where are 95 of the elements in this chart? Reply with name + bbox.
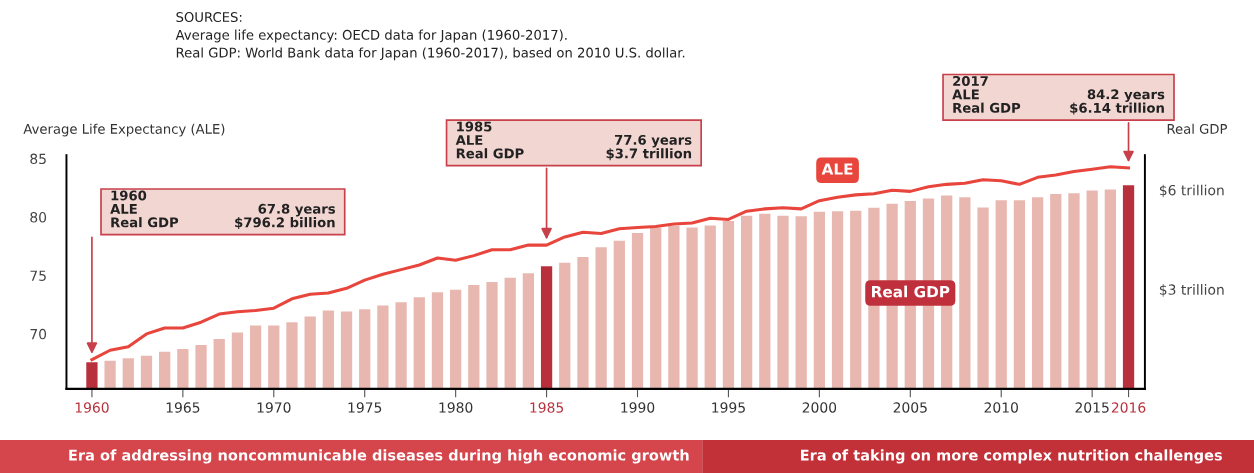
annotation: 67.8 years (258, 203, 335, 217)
bar (831, 211, 844, 389)
bar (377, 305, 389, 389)
text: $6.14 trillion (1070, 102, 1164, 115)
source-note: SOURCES: Average life expectancy: OECD data for Japan (1960-2017). Real GDP: World Bank data for Japan (1960-2017), based on 2010 U.S. dollar. (175, 12, 685, 61)
bar (122, 358, 134, 389)
bar (613, 240, 625, 389)
bar (559, 262, 571, 389)
text: 2017 (953, 75, 988, 86)
bar (522, 273, 535, 389)
bar (959, 197, 971, 389)
x-tick-label: 1960 (75, 402, 109, 413)
bar (395, 302, 407, 389)
x-tick-label: 2005 (893, 402, 927, 413)
bar (850, 210, 862, 389)
bar (486, 282, 498, 389)
x-tick-label: 1980 (439, 402, 473, 413)
x-tick-label: 1990 (621, 402, 655, 413)
bar (759, 213, 771, 389)
bar (722, 221, 735, 389)
bar (1050, 193, 1062, 389)
bar (1031, 197, 1044, 389)
bar (359, 309, 371, 389)
bar (468, 285, 480, 389)
y2-tick-label: $6 trillion (1159, 184, 1224, 198)
bar (340, 311, 353, 389)
x-tick-label: 1965 (166, 402, 200, 413)
bar (322, 310, 334, 389)
y2-axis-title: Real GDP (1167, 123, 1227, 134)
y-tick-label: 85 (30, 153, 46, 165)
bar (1068, 193, 1080, 389)
bar (450, 289, 462, 389)
annotation: $3.7 trillion (606, 148, 692, 161)
bar (140, 355, 153, 389)
bar (631, 233, 644, 389)
x-tick-label: 2016 (1111, 402, 1146, 413)
text: 84.2 years (1087, 89, 1165, 102)
y-tick-label: 75 (30, 270, 46, 281)
annotation: ALE (110, 204, 137, 214)
annotation: Real GDP (111, 217, 179, 228)
bar (1122, 185, 1135, 389)
bar (540, 266, 553, 389)
bar (686, 227, 698, 389)
y-axis-title: Average Life Expectancy (ALE) (23, 123, 225, 137)
bar (195, 345, 207, 389)
bar (650, 227, 662, 389)
bar (740, 215, 753, 389)
bar (286, 322, 298, 389)
bar (977, 207, 989, 389)
annotation: 1960 (111, 190, 147, 201)
text: ALE (455, 135, 483, 145)
x-tick-label: 2015 (1075, 402, 1109, 413)
x-tick-label: 1995 (712, 402, 745, 413)
bar (1086, 190, 1098, 389)
annotation: $796.2 billion (235, 217, 335, 230)
annotation: Real GDP (456, 148, 524, 159)
line-series (90, 165, 1131, 362)
y2-tick-label: $3 trillion (1159, 284, 1224, 297)
bar (813, 211, 826, 389)
bar (795, 216, 807, 389)
bar (595, 247, 607, 389)
series-label: ALE (821, 163, 853, 175)
text: Era of addressing noncommunicable diseases during high economic growth (69, 449, 689, 464)
bar (777, 215, 789, 389)
series-label: Real GDP (872, 285, 950, 298)
bar (86, 362, 98, 389)
bar (413, 297, 425, 389)
bar (231, 332, 244, 389)
bar (177, 349, 189, 389)
bar (577, 256, 589, 389)
bar (431, 292, 444, 389)
x-tick-label: 2000 (802, 402, 837, 413)
text: 1985 (457, 121, 492, 132)
x-tick-label: 1970 (257, 402, 291, 413)
bar (668, 225, 680, 389)
x-tick-label: 1975 (348, 402, 382, 413)
bar (249, 325, 262, 389)
bar (268, 325, 280, 389)
bar (213, 339, 225, 389)
bar (995, 200, 1007, 389)
bar (1104, 189, 1116, 389)
bar (304, 316, 316, 389)
text: Era of taking on more complex nutrition challenges (801, 449, 1222, 464)
text: Real GDP (953, 102, 1021, 113)
text: ALE (952, 89, 979, 100)
bar (1013, 200, 1026, 389)
bar (159, 351, 171, 389)
bar (504, 277, 516, 389)
x-tick-label: 2010 (984, 402, 1018, 413)
text: 77.6 years (614, 134, 692, 148)
bar (104, 360, 116, 389)
y-tick-label: 70 (30, 328, 47, 340)
bar (704, 225, 716, 389)
x-tick-label: 1985 (530, 402, 564, 413)
y-tick-label: 80 (30, 212, 47, 223)
